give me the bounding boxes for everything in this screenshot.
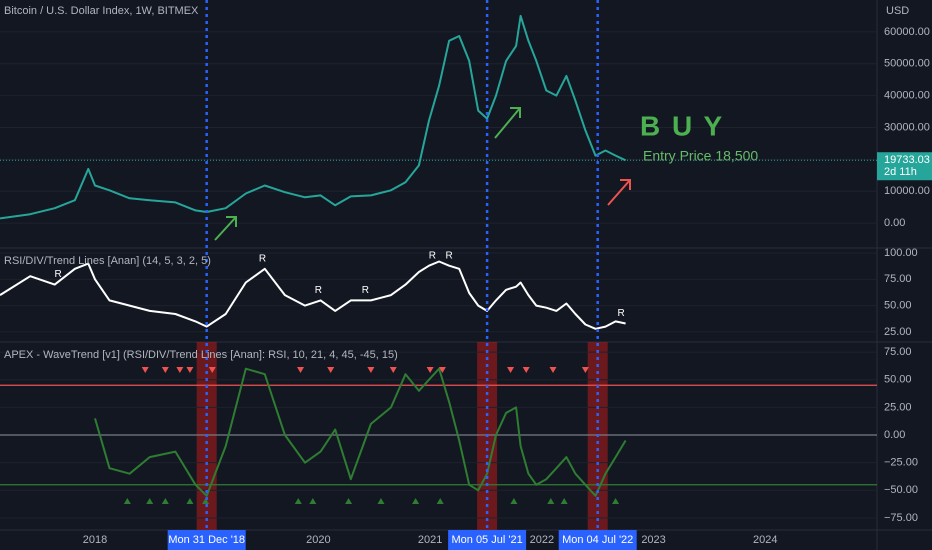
rsi-title: RSI/DIV/Trend Lines [Anan] (14, 5, 3, 2,… (4, 255, 211, 267)
entry-price-text: Entry Price 18,500 (643, 148, 758, 164)
signal-marker (377, 498, 385, 504)
wavetrend-title: APEX - WaveTrend [v1] (RSI/DIV/Trend Lin… (4, 349, 398, 361)
y-tick-label: 0.00 (884, 429, 905, 441)
x-tick-label: 2022 (530, 534, 554, 546)
signal-marker (297, 367, 305, 373)
y-tick-label: 50.00 (884, 374, 912, 386)
signal-marker (426, 367, 434, 373)
y-tick-label: 60000.00 (884, 26, 930, 38)
x-tick-label: 2023 (641, 534, 665, 546)
signal-marker (612, 498, 620, 504)
y-tick-label: 50000.00 (884, 58, 930, 70)
signal-marker (309, 498, 317, 504)
signal-marker (549, 367, 557, 373)
signal-marker (208, 367, 216, 373)
divergence-label: R (54, 269, 61, 280)
x-tick-label: 2024 (753, 534, 777, 546)
divergence-label: R (429, 250, 436, 261)
signal-marker (146, 498, 154, 504)
signal-marker (161, 367, 169, 373)
series-line (0, 260, 626, 330)
series-line (0, 14, 627, 220)
event-label: Mon 04 Jul '22 (562, 534, 633, 546)
signal-marker (141, 367, 149, 373)
currency: USD (886, 5, 909, 17)
signal-marker (547, 498, 555, 504)
y-tick-label: 75.00 (884, 273, 912, 285)
signal-marker (412, 498, 420, 504)
x-tick-label: 2021 (418, 534, 442, 546)
signal-marker (436, 498, 444, 504)
y-tick-label: 40000.00 (884, 90, 930, 102)
signal-marker (176, 367, 184, 373)
signal-marker (345, 498, 353, 504)
y-tick-label: 0.00 (884, 217, 905, 229)
y-tick-label: 75.00 (884, 346, 912, 358)
signal-marker (161, 498, 169, 504)
y-tick-label: 50.00 (884, 300, 912, 312)
last-price-box (877, 152, 932, 181)
signal-marker (294, 498, 302, 504)
divergence-label: R (618, 308, 625, 319)
y-tick-label: 100.00 (884, 247, 918, 259)
arrow (607, 179, 631, 206)
signal-marker (507, 367, 515, 373)
y-tick-label: 25.00 (884, 401, 912, 413)
signal-marker (186, 367, 194, 373)
signal-marker (560, 498, 568, 504)
y-tick-label: 10000.00 (884, 185, 930, 197)
divergence-label: R (362, 285, 369, 296)
signal-marker (389, 367, 397, 373)
divergence-label: R (259, 253, 266, 264)
signal-marker (327, 367, 335, 373)
y-tick-label: 30000.00 (884, 121, 930, 133)
signal-marker (581, 367, 589, 373)
symbol-title: Bitcoin / U.S. Dollar Index, 1W, BITMEX (4, 5, 199, 17)
event-label-box (448, 530, 527, 550)
series-line (94, 367, 627, 497)
event-label-box (167, 530, 246, 550)
y-tick-label: −25.00 (884, 457, 918, 469)
arrow (214, 107, 521, 241)
last-price-label: 19733.03 (884, 154, 930, 166)
signal-marker (202, 498, 210, 504)
signal-marker (438, 367, 446, 373)
x-tick-label: 2018 (83, 534, 107, 546)
buy-text: B U Y (640, 110, 724, 141)
signal-marker (123, 498, 131, 504)
signal-marker (522, 367, 530, 373)
divergence-label: R (445, 250, 452, 261)
signal-marker (367, 367, 375, 373)
signal-marker (186, 498, 194, 504)
x-tick-label: 2020 (306, 534, 330, 546)
y-tick-label: −75.00 (884, 512, 918, 524)
signal-marker (510, 498, 518, 504)
y-tick-label: 25.00 (884, 326, 912, 338)
event-label: Mon 31 Dec '18 (168, 534, 245, 546)
event-label-box (558, 530, 637, 550)
divergence-label: R (315, 285, 322, 296)
event-label: Mon 05 Jul '21 (451, 534, 522, 546)
countdown-label: 2d 11h (884, 166, 917, 178)
y-tick-label: −50.00 (884, 484, 918, 496)
